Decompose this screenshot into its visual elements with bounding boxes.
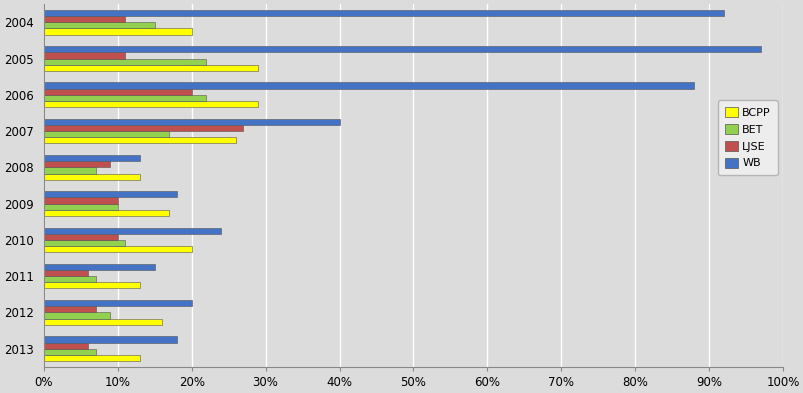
Bar: [43, 349, 96, 355]
Bar: [43, 101, 258, 107]
Bar: [43, 137, 236, 143]
Bar: [43, 167, 96, 174]
Bar: [43, 343, 88, 349]
Bar: [43, 204, 117, 210]
Bar: [43, 16, 125, 22]
Bar: [43, 155, 140, 161]
Bar: [43, 270, 88, 276]
Bar: [43, 276, 96, 282]
Bar: [43, 246, 191, 252]
Bar: [43, 83, 694, 89]
Bar: [43, 240, 125, 246]
Bar: [43, 319, 162, 325]
Bar: [43, 95, 206, 101]
Bar: [43, 59, 206, 65]
Bar: [43, 282, 140, 288]
Bar: [43, 210, 169, 216]
Bar: [43, 89, 191, 95]
Bar: [43, 174, 140, 180]
Bar: [43, 52, 125, 59]
Bar: [43, 312, 110, 319]
Bar: [43, 125, 243, 131]
Bar: [43, 161, 110, 167]
Bar: [43, 119, 339, 125]
Bar: [43, 336, 177, 343]
Bar: [43, 306, 96, 312]
Bar: [43, 355, 140, 361]
Bar: [43, 264, 154, 270]
Bar: [43, 197, 117, 204]
Bar: [43, 28, 191, 35]
Bar: [43, 300, 191, 306]
Bar: [43, 46, 760, 52]
Bar: [43, 10, 723, 16]
Legend: BCPP, BET, LJSE, WB: BCPP, BET, LJSE, WB: [717, 100, 777, 175]
Bar: [43, 131, 169, 137]
Bar: [43, 191, 177, 197]
Bar: [43, 234, 117, 240]
Bar: [43, 22, 154, 28]
Bar: [43, 228, 221, 234]
Bar: [43, 65, 258, 71]
